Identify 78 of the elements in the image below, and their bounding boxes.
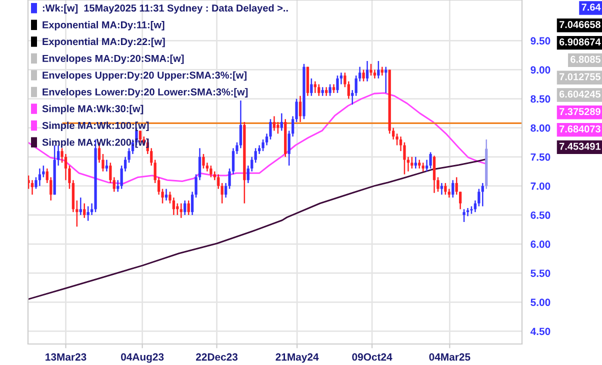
legend-label: Simple MA:Wk:30:[w] <box>42 104 144 114</box>
candlestick <box>276 121 280 134</box>
candlestick <box>429 152 432 170</box>
candlestick <box>176 202 179 216</box>
candlestick <box>362 69 365 82</box>
legend-label: Envelopes Lower:Dy:20 Lower:SMA:3%:[w] <box>42 88 248 98</box>
candlestick <box>432 155 436 194</box>
candlestick <box>370 63 372 76</box>
candlestick <box>280 112 283 132</box>
text: 7.375289 <box>560 108 600 116</box>
y-tick-label: 4.50 <box>530 328 550 336</box>
candlestick <box>414 156 417 170</box>
x-tick-label: 04Aug23 <box>121 353 164 363</box>
candlestick <box>30 180 34 196</box>
candlestick <box>202 153 205 170</box>
candlestick <box>220 182 224 204</box>
candlestick <box>187 200 190 216</box>
candlestick <box>462 208 466 223</box>
candlestick <box>272 116 276 132</box>
candlestick <box>64 153 68 181</box>
candlestick <box>351 89 354 106</box>
y-tick-label: 9.00 <box>530 66 550 74</box>
candlestick <box>458 191 462 210</box>
y-tick-label: 5.50 <box>530 270 550 277</box>
x-tick-label: 04Mar25 <box>429 353 470 361</box>
candlestick <box>336 74 339 94</box>
candlestick <box>298 95 302 123</box>
y-tick-label: 8.00 <box>530 124 550 132</box>
legend-label: Envelopes Upper:Dy:20 Upper:SMA:3%:[w] <box>42 71 246 81</box>
candlestick <box>184 200 186 216</box>
text: 7.64 <box>582 4 601 11</box>
legend-label: Exponential MA:Dy:11:[w] <box>42 21 164 30</box>
candlestick <box>410 156 414 170</box>
text: 7.012755 <box>560 73 601 80</box>
candlestick <box>254 148 257 164</box>
text: 7.453491 <box>560 142 601 150</box>
y-tick-label: 7.00 <box>530 182 550 190</box>
x-tick-label: 13Mar23 <box>46 353 86 361</box>
y-tick-label: 9.50 <box>530 37 550 45</box>
candlestick <box>105 159 108 172</box>
text: 7.684073 <box>560 125 600 132</box>
candlestick <box>377 60 380 80</box>
candlestick <box>116 180 120 192</box>
candlestick <box>452 180 454 198</box>
text: 6.604245 <box>559 90 601 98</box>
y-tick-label: 8.50 <box>530 95 550 103</box>
candlestick <box>86 206 90 222</box>
text: 6.8085 <box>570 56 601 63</box>
candlestick <box>366 60 369 82</box>
candlestick <box>440 182 444 196</box>
candlestick <box>210 164 212 178</box>
y-tick-label: 6.00 <box>530 240 550 248</box>
text: 7.046658 <box>560 21 600 28</box>
candlestick <box>164 188 168 202</box>
legend-label: Exponential MA:Dy:22:[w] <box>42 38 165 48</box>
y-tick-label: 7.50 <box>530 153 550 161</box>
candlestick <box>83 202 86 219</box>
legend-label: Simple MA:Wk:100:[w] <box>42 122 149 131</box>
candlestick <box>384 66 388 94</box>
text: 6.908674 <box>559 38 601 46</box>
y-tick-label: 5.00 <box>530 298 550 306</box>
y-tick-label: 6.50 <box>530 212 550 219</box>
candlestick <box>481 182 484 207</box>
candlestick <box>180 202 182 219</box>
candlestick <box>217 174 220 190</box>
x-tick-label: 09Oct24 <box>352 353 392 361</box>
candlestick <box>444 182 447 196</box>
candlestick <box>318 84 320 97</box>
candlestick <box>79 196 82 216</box>
candlestick <box>328 84 332 97</box>
candlestick <box>455 176 458 196</box>
x-tick-label: 21May24 <box>276 353 319 363</box>
x-tick-label: 22Dec23 <box>196 353 238 361</box>
legend-label: Envelopes MA:Dy:20:SMA:[w] <box>42 54 184 64</box>
candlestick <box>239 100 242 149</box>
candlestick <box>172 196 176 216</box>
chart-title: :Wk:[w] 15May2025 11:31 Sydney : Data Delayed >.. <box>42 4 288 14</box>
candlestick <box>310 78 313 97</box>
